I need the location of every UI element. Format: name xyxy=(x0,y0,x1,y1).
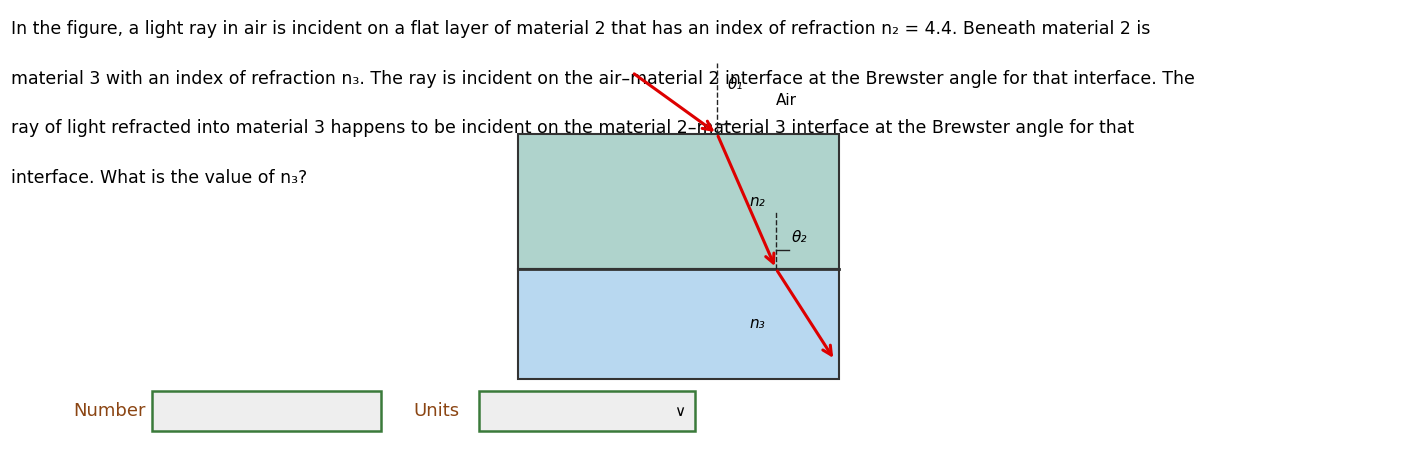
Text: ray of light refracted into material 3 happens to be incident on the material 2–: ray of light refracted into material 3 h… xyxy=(10,119,1134,137)
Bar xyxy=(152,391,381,431)
Text: θ₁: θ₁ xyxy=(728,76,743,92)
Text: n₂: n₂ xyxy=(749,194,764,209)
Bar xyxy=(519,269,839,379)
Text: ∨: ∨ xyxy=(674,404,685,418)
Text: In the figure, a light ray in air is incident on a flat layer of material 2 that: In the figure, a light ray in air is inc… xyxy=(10,20,1151,38)
Text: Units: Units xyxy=(413,402,460,420)
Text: Number: Number xyxy=(73,402,145,420)
Text: Air: Air xyxy=(776,93,797,108)
Text: material 3 with an index of refraction n₃. The ray is incident on the air–materi: material 3 with an index of refraction n… xyxy=(10,70,1194,88)
Text: θ₂: θ₂ xyxy=(791,230,807,246)
Text: interface. What is the value of n₃?: interface. What is the value of n₃? xyxy=(10,169,307,187)
Bar xyxy=(519,133,839,269)
Text: n₃: n₃ xyxy=(749,316,764,332)
Bar xyxy=(479,391,695,431)
